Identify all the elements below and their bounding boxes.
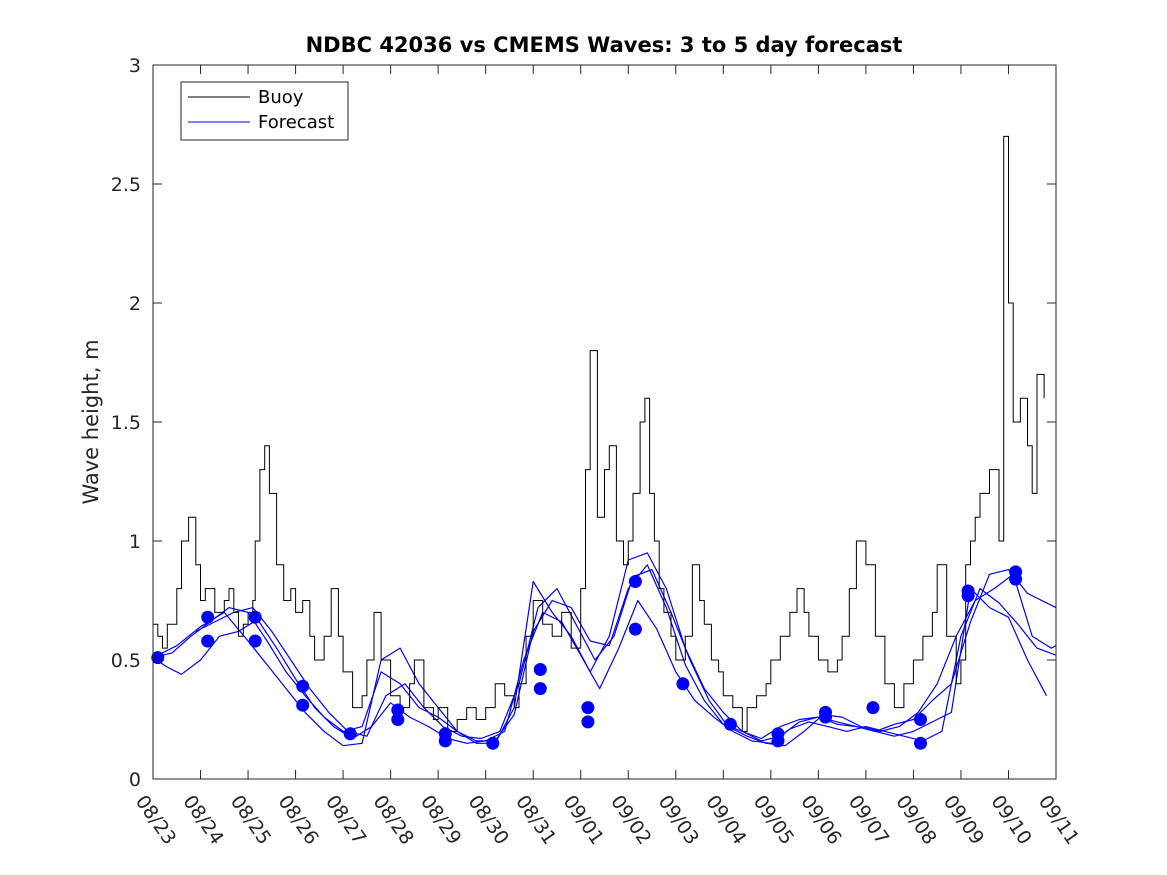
forecast-marker [1009, 572, 1023, 586]
forecast-marker [628, 622, 642, 636]
forecast-marker [248, 610, 262, 624]
forecast-marker [914, 736, 927, 750]
forecast-marker [819, 710, 832, 724]
forecast-marker [628, 575, 642, 588]
y-tick-label: 0.5 [111, 650, 141, 672]
y-tick-label: 1.5 [111, 412, 141, 434]
forecast-marker [248, 634, 262, 648]
forecast-markers-group [151, 565, 1023, 750]
forecast-marker [866, 701, 880, 715]
forecast-marker [438, 734, 452, 748]
forecast-marker [343, 727, 357, 741]
forecast-marker [581, 701, 595, 715]
legend-buoy-label: Buoy [258, 87, 304, 108]
y-tick-label: 3 [129, 55, 141, 77]
chart-title: NDBC 42036 vs CMEMS Waves: 3 to 5 day fo… [306, 33, 903, 57]
legend-box [180, 81, 349, 141]
forecast-marker [771, 734, 785, 748]
y-tick-label: 0 [129, 769, 141, 791]
y-axis: 0 0.5 1 1.5 2 2.5 3 [111, 55, 1056, 791]
forecast-marker [723, 717, 737, 731]
forecast-marker [201, 634, 215, 648]
forecast-marker [391, 713, 405, 726]
y-axis-label: Wave height, m [79, 339, 103, 504]
legend: Buoy Forecast [180, 81, 349, 141]
forecast-line-1 [152, 588, 1057, 744]
buoy-series-group [153, 135, 1045, 732]
forecast-marker [486, 736, 500, 750]
forecast-marker [533, 682, 547, 696]
forecast-marker [533, 663, 547, 676]
forecast-marker [961, 589, 975, 603]
forecast-marker [581, 715, 595, 729]
y-tick-label: 1 [129, 531, 141, 553]
legend-forecast-label: Forecast [258, 112, 334, 133]
y-tick-label: 2 [129, 293, 141, 315]
forecast-marker [296, 679, 310, 693]
forecast-marker [914, 713, 927, 726]
forecast-marker [391, 703, 405, 717]
forecast-marker [676, 677, 690, 691]
forecast-marker [296, 698, 310, 712]
plot-area [153, 65, 1056, 779]
forecast-marker [151, 651, 165, 665]
forecast-marker [201, 610, 215, 624]
y-tick-label: 2.5 [111, 174, 141, 196]
buoy-line [153, 135, 1045, 732]
